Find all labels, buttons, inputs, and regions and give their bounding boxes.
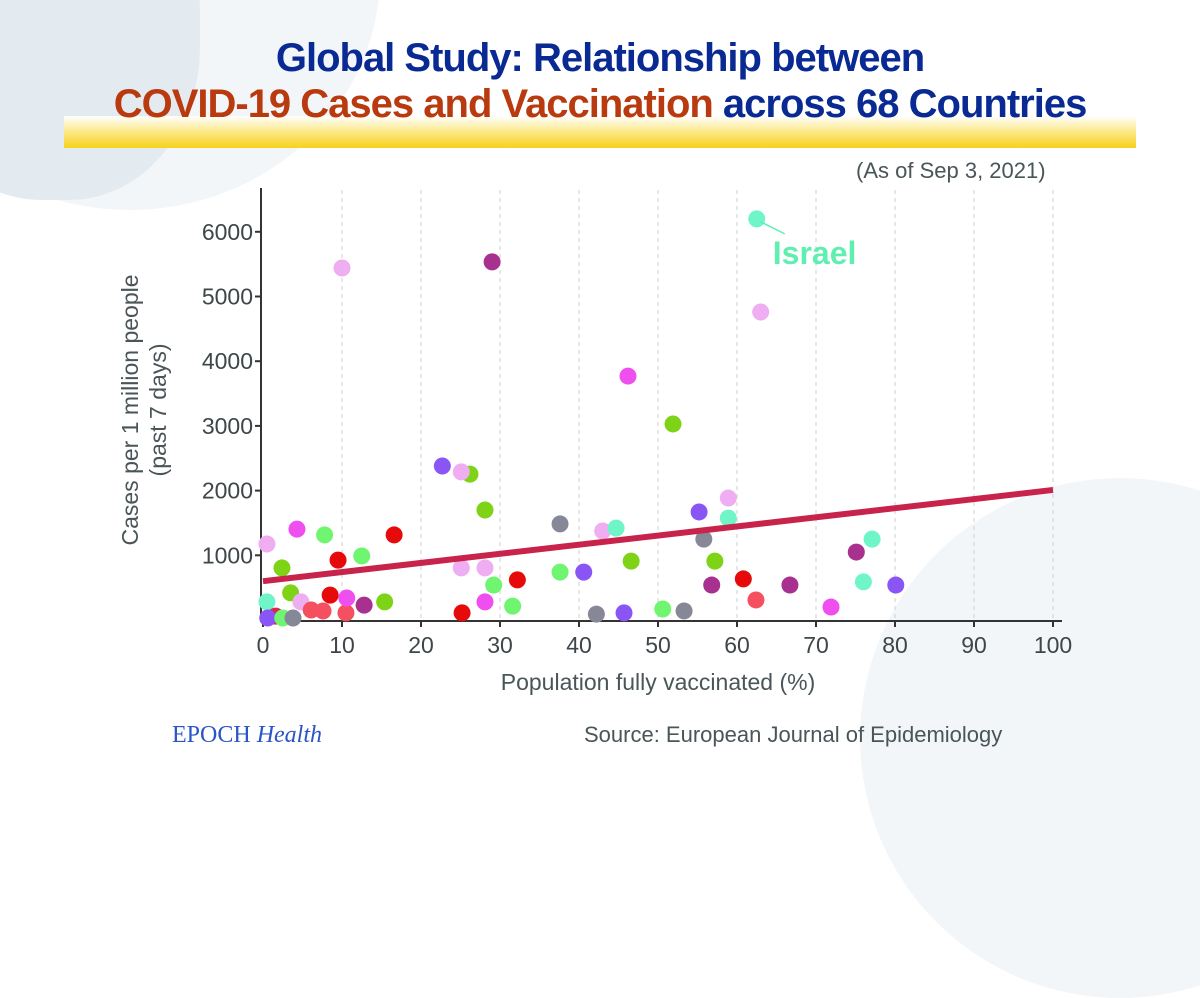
data-point [695,530,713,548]
y-tick-label: 5000 [202,284,253,310]
x-tick-label: 70 [803,632,829,658]
data-point [748,210,766,228]
data-point [575,563,593,581]
x-tick-label: 50 [645,632,671,658]
x-tick-label: 100 [1034,632,1072,658]
data-point [284,609,302,627]
y-axis-title-line2: (past 7 days) [145,344,171,477]
data-point [452,463,470,481]
data-point [453,604,471,622]
data-point [887,576,905,594]
brand-logo: EPOCH Health [172,722,322,749]
data-points [258,210,905,627]
data-point [476,593,494,611]
data-point [734,570,752,588]
data-point [847,543,865,561]
x-tick-label: 20 [408,632,434,658]
data-point [675,602,693,620]
chart-title-line1: Global Study: Relationship between [275,36,925,80]
annotation-group: Israel [760,221,857,271]
source-note: Source: European Journal of Epidemiology [584,722,1003,747]
x-tick-label: 30 [487,632,513,658]
data-point [719,489,737,507]
data-point [338,589,356,607]
grid-lines [341,190,1054,620]
data-point [259,609,277,627]
data-point [619,367,637,385]
data-point [654,600,672,618]
data-point [355,596,373,614]
brand-italic: Health [256,722,323,748]
data-point [353,547,371,565]
y-tick-label: 3000 [202,413,253,439]
data-point [508,571,526,589]
data-point [314,602,332,620]
as-of-date: (As of Sep 3, 2021) [856,158,1046,183]
data-point [483,253,501,271]
data-point [587,605,605,623]
data-point [273,559,291,577]
data-point [607,519,625,537]
x-tick-label: 40 [566,632,592,658]
data-point [433,457,451,475]
data-point [316,526,334,544]
y-tick-label: 6000 [202,219,253,245]
data-point [551,563,569,581]
title-highlight-band [64,116,1136,148]
data-point [551,515,569,533]
y-tick-label: 4000 [202,348,253,374]
data-point [703,576,721,594]
chart-title-line2: COVID-19 Cases and Vaccination across 68… [0,82,1200,127]
data-point [747,591,765,609]
data-point [615,604,633,622]
data-point [258,593,276,611]
x-tick-label: 90 [961,632,987,658]
data-point [288,520,306,538]
data-point [385,526,403,544]
y-axis-title-line1: Cases per 1 million people [117,274,143,545]
data-point [376,593,394,611]
data-point [854,573,872,591]
data-point [719,509,737,527]
y-tick-label: 1000 [202,542,253,568]
trendline-group [262,486,1054,585]
axes [260,188,1062,622]
x-tick-label: 60 [724,632,750,658]
data-point [321,586,339,604]
x-tick-label: 10 [329,632,355,658]
x-axis-title: Population fully vaccinated (%) [501,669,816,695]
x-tick-label: 80 [882,632,908,658]
data-point [594,522,612,540]
data-point [485,576,503,594]
data-point [781,576,799,594]
brand-main: EPOCH [172,722,251,748]
trendline [262,486,1054,585]
data-point [752,303,770,321]
data-point [706,552,724,570]
data-point [476,559,494,577]
annotation-leader-line [760,221,786,235]
x-tick-label: 0 [257,632,270,658]
title-rest-text: across 68 Countries [712,82,1087,126]
tick-labels: 0 10 20 30 40 50 60 70 80 90 100 1000 2000 3000 4000 50… [202,219,1072,658]
data-point [504,597,522,615]
title-highlight-text: COVID-19 Cases and Vaccination [113,82,714,126]
data-point [690,503,708,521]
data-point [822,598,840,616]
data-point [333,259,351,277]
data-point [664,415,682,433]
data-point [476,501,494,519]
data-point [863,530,881,548]
annotation-label-israel: Israel [773,235,857,271]
scatter-chart: 0 10 20 30 40 50 60 70 80 90 100 1000 2000 3000 4000 50… [117,188,1072,695]
data-point [452,559,470,577]
data-point [258,535,276,553]
data-point [337,604,355,622]
y-tick-label: 2000 [202,478,253,504]
data-point [329,551,347,569]
data-point [622,552,640,570]
